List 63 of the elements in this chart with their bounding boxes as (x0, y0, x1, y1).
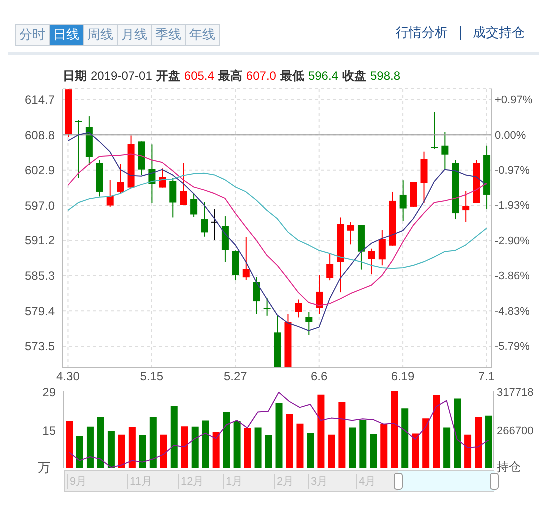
tab-button: 年线 (185, 24, 220, 46)
tab-button: 周线 (83, 24, 118, 46)
candlestick (201, 202, 208, 238)
y2-tick-label: -3.86% (495, 270, 530, 283)
text: 日期 2019-07-01 开盘 605.4 最高 607.0 最低 596.4 收盘 598.8 (63, 69, 401, 83)
x-tick-label: 7.1 (478, 370, 496, 384)
y-tick-label: 29 (42, 385, 56, 400)
tab-button: 日线 (49, 24, 84, 46)
y2-tick-label: -0.97% (495, 165, 530, 178)
y-tick-label: 608.8 (24, 128, 56, 142)
y2-tick-label: -2.90% (495, 236, 530, 248)
y2-tick-label: 0.00% (495, 130, 526, 142)
x-tick-label: 5.15 (140, 370, 164, 384)
candlestick (442, 132, 449, 170)
y2-tick-label: +0.97% (495, 94, 533, 106)
y-tick-label: 15 (42, 424, 56, 438)
candlestick (420, 151, 428, 204)
candlestick (462, 190, 470, 224)
y2-tick-label: 317718 (497, 386, 534, 399)
candlestick (264, 298, 271, 316)
candlestick (431, 112, 438, 150)
tab-button: 分时 (15, 24, 50, 46)
candlestick (368, 248, 376, 276)
candlestick (117, 164, 124, 194)
candlestick (295, 299, 302, 318)
x-tick-label: 5.27 (224, 370, 248, 384)
candlestick (190, 193, 198, 218)
candlestick (316, 274, 324, 315)
y2-tick-label: 266700 (497, 426, 534, 438)
candlestick (170, 178, 177, 218)
y-tick-label: 585.3 (24, 269, 56, 284)
candlestick (326, 254, 334, 282)
y-tick-label: 579.4 (24, 304, 56, 318)
line-series (68, 392, 490, 468)
x-tick-label: 4.30 (56, 370, 80, 384)
candlestick (378, 230, 386, 266)
candlestick (106, 180, 114, 208)
candlestick (222, 216, 229, 263)
candlestick (180, 162, 188, 206)
candlestick (75, 120, 82, 179)
y2-axis-title: 持仓 (497, 459, 521, 476)
y2-tick-label: -5.79% (495, 341, 530, 354)
candlestick (232, 250, 240, 282)
y-tick-label: 591.2 (24, 234, 56, 248)
y-tick-label: 573.5 (24, 340, 56, 354)
candlestick (306, 312, 313, 336)
y-axis-title: 万 (38, 459, 51, 477)
x-tick-label: 6.19 (391, 370, 416, 384)
text: 行情分析 (396, 25, 448, 40)
candlestick (242, 236, 250, 280)
text: 成交持仓 (460, 25, 525, 40)
y-tick-label: 614.7 (24, 93, 56, 108)
candlestick (400, 180, 407, 222)
y-tick-label: 597.0 (24, 199, 56, 214)
y2-tick-label: -4.83% (495, 306, 530, 318)
candlestick (253, 276, 260, 315)
y-tick-label: 602.9 (24, 164, 56, 178)
y2-tick-label: -1.93% (495, 200, 530, 212)
x-tick-label: 6.6 (311, 370, 328, 384)
tab-button: 季线 (151, 24, 186, 46)
candlestick (159, 168, 166, 188)
candlestick (348, 222, 355, 246)
tab-button: 月线 (117, 24, 152, 46)
